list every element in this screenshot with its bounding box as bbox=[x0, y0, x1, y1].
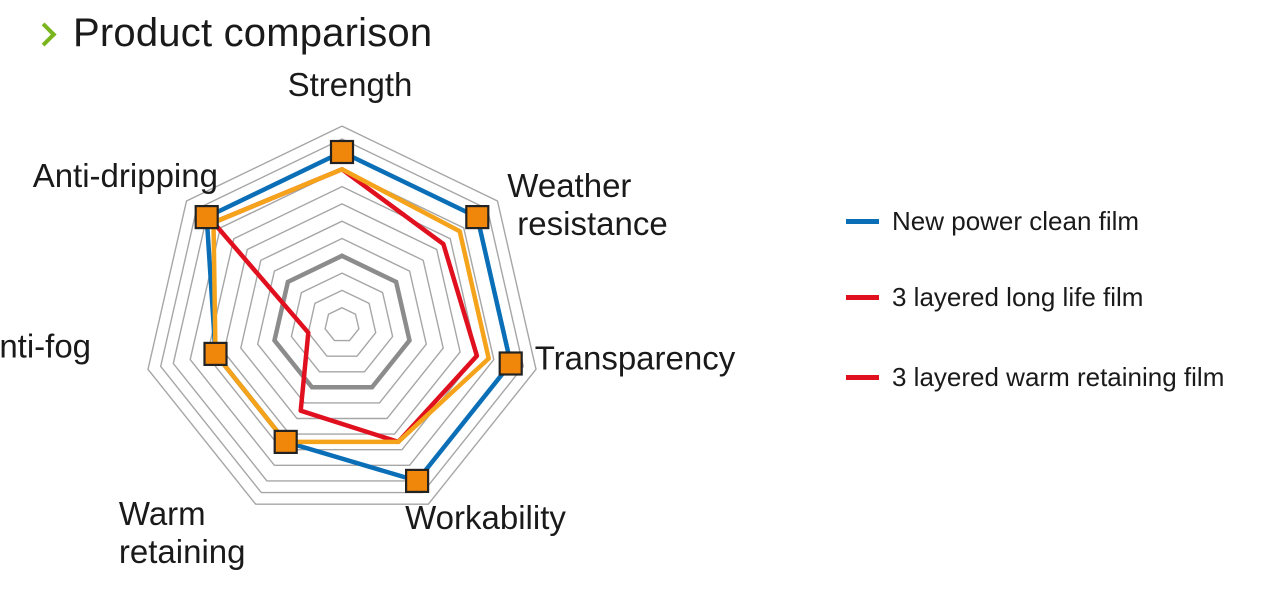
axis-label: Strength bbox=[288, 66, 413, 103]
axis-label-line: Workability bbox=[405, 499, 566, 536]
data-point-marker bbox=[498, 351, 523, 376]
series-line-1 bbox=[211, 167, 480, 445]
axis-label: Warm retaining bbox=[119, 495, 246, 570]
data-point-marker bbox=[465, 205, 490, 230]
legend-label: New power clean film bbox=[892, 206, 1140, 236]
data-point-marker bbox=[405, 468, 430, 493]
grid-ring bbox=[172, 151, 512, 482]
data-point-marker bbox=[273, 429, 298, 454]
page-title: Product comparison bbox=[73, 10, 433, 55]
legend-swatch bbox=[846, 295, 879, 300]
grid-ring bbox=[324, 306, 360, 342]
axis-label-line: Transparency bbox=[535, 340, 736, 377]
axis-label: Transparency bbox=[535, 340, 736, 377]
axis-label-line: Anti-fog bbox=[0, 328, 91, 365]
series-line-2 bbox=[211, 167, 491, 445]
grid-ring bbox=[206, 185, 478, 451]
legend-label: 3 layered long life film bbox=[892, 282, 1144, 312]
legend-item: 3 layered long life film bbox=[846, 282, 1143, 313]
legend-item: New power clean film bbox=[846, 206, 1139, 237]
grid-ring bbox=[272, 253, 412, 390]
grid-ring bbox=[223, 203, 461, 435]
legend-swatch bbox=[846, 375, 879, 380]
axis-label-line: Weather bbox=[507, 167, 631, 204]
grid-ring bbox=[307, 289, 377, 357]
axis-label: Workability bbox=[405, 499, 566, 536]
legend-label: 3 layered warm retaining film bbox=[892, 362, 1225, 392]
axis-label-line: resistance bbox=[517, 205, 667, 242]
grid-ring bbox=[147, 125, 537, 505]
legend-item: 3 layered warm retaining film bbox=[846, 362, 1224, 393]
axis-label-line: Warm bbox=[119, 495, 206, 532]
data-point-marker bbox=[203, 341, 228, 366]
series-line-0 bbox=[204, 149, 513, 484]
radar-chart: Strength Weather resistance Transparency Wor… bbox=[0, 66, 736, 570]
axis-labels: Strength Weather resistance Transparency Wor… bbox=[0, 66, 736, 570]
header: Product comparison bbox=[32, 8, 433, 58]
axis-label: Anti-dripping bbox=[33, 157, 218, 194]
data-point-marker bbox=[329, 139, 355, 165]
radar-grid bbox=[147, 125, 537, 505]
radar-markers bbox=[194, 139, 523, 493]
axis-label-line: Strength bbox=[288, 66, 413, 103]
data-point-marker bbox=[194, 205, 219, 230]
legend-swatch bbox=[846, 219, 879, 224]
axis-label: Weather resistance bbox=[507, 167, 667, 242]
grid-ring bbox=[256, 237, 428, 404]
axis-label-line: Anti-dripping bbox=[33, 157, 218, 194]
axis-label-line: retaining bbox=[119, 533, 246, 570]
grid-ring bbox=[159, 138, 525, 494]
radar-series bbox=[204, 149, 513, 484]
axis-label: Anti-fog bbox=[0, 328, 91, 365]
grid-ring bbox=[290, 272, 394, 373]
